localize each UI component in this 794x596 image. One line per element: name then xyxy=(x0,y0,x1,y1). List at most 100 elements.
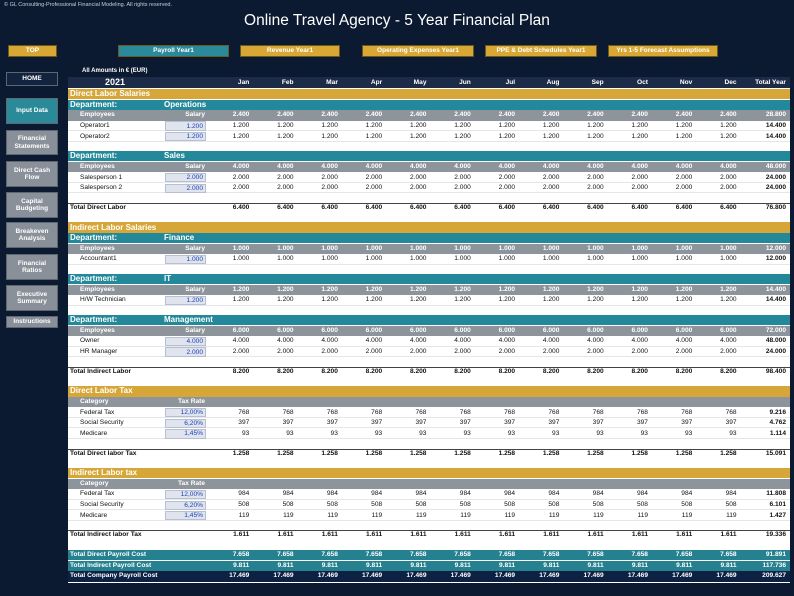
input-cell[interactable]: 1.200 xyxy=(165,121,206,131)
value-cell: 1.258 xyxy=(587,449,604,457)
input-cell[interactable]: 1.000 xyxy=(165,254,206,265)
value-cell: 2.000 xyxy=(365,173,383,181)
month-header: Mar xyxy=(326,79,338,86)
value-cell: 1.200 xyxy=(631,285,648,293)
value-cell: 1.200 xyxy=(365,285,383,293)
subhead-row xyxy=(68,478,790,490)
value-cell: 2.000 xyxy=(587,347,604,355)
value-cell: 1.000 xyxy=(498,255,516,263)
value-cell: 4.000 xyxy=(498,162,516,170)
value-cell: 17.469 xyxy=(672,572,693,580)
value-cell: 9.811 xyxy=(233,561,250,569)
value-cell: 4.000 xyxy=(409,162,427,170)
item-label: Operator1 xyxy=(80,121,110,129)
value-cell: 7.658 xyxy=(277,551,294,559)
value-cell: 1.200 xyxy=(542,285,560,293)
value-cell: 508 xyxy=(681,501,693,509)
item-row xyxy=(68,120,790,132)
value-cell: 6.000 xyxy=(321,326,338,334)
nav-button[interactable]: Yrs 1-5 Forecast Assumptions xyxy=(608,45,718,57)
input-cell[interactable]: 12,00% xyxy=(165,408,206,418)
nav-button[interactable]: Revenue Year1 xyxy=(240,45,340,57)
input-cell[interactable]: 2.000 xyxy=(165,172,206,183)
subhead-row xyxy=(68,396,790,408)
total-cell: 14.400 xyxy=(765,132,786,140)
value-cell: 768 xyxy=(371,408,383,416)
value-cell: 1.200 xyxy=(321,121,338,129)
total-cell: 6.101 xyxy=(769,501,786,509)
value-cell: 1.000 xyxy=(720,244,737,252)
total-cell: 14.400 xyxy=(765,296,786,304)
sidebar-button[interactable]: HOME xyxy=(6,72,58,86)
value-cell: 1.258 xyxy=(232,449,250,457)
value-cell: 9.811 xyxy=(587,561,604,569)
value-cell: 2.400 xyxy=(409,111,427,119)
value-cell: 6.000 xyxy=(232,326,250,334)
value-cell: 7.658 xyxy=(498,551,516,559)
item-label: Social Security xyxy=(80,501,124,509)
sidebar-button[interactable]: Financial Ratios xyxy=(6,254,58,280)
value-cell: 6.400 xyxy=(631,203,648,211)
total-cell: 1.114 xyxy=(769,429,786,437)
value-cell: 1.200 xyxy=(498,132,516,140)
sidebar-button[interactable]: Capital Budgeting xyxy=(6,192,58,218)
subhead-row xyxy=(68,325,790,336)
value-cell: 1.000 xyxy=(321,244,338,252)
input-cell[interactable]: 2.000 xyxy=(165,183,206,193)
value-cell: 2.000 xyxy=(365,184,383,192)
value-cell: 397 xyxy=(504,419,516,427)
sidebar-button[interactable]: Financial Statements xyxy=(6,130,58,155)
department-label: Department: xyxy=(70,99,118,109)
currency-note: All Amounts in € (EUR) xyxy=(82,68,148,74)
value-cell: 4.000 xyxy=(542,162,560,170)
value-cell: 1.200 xyxy=(232,132,250,140)
input-cell[interactable]: 1,45% xyxy=(165,429,206,439)
department-name: IT xyxy=(164,274,172,284)
input-cell[interactable]: 2.000 xyxy=(165,347,206,357)
subhead-label: Employees xyxy=(80,111,115,119)
input-cell[interactable]: 1.200 xyxy=(165,295,206,306)
input-cell[interactable]: 1,45% xyxy=(165,511,206,521)
value-cell: 1.200 xyxy=(409,132,427,140)
sidebar-button[interactable]: Instructions xyxy=(6,316,58,328)
input-cell[interactable]: 12,00% xyxy=(165,489,206,500)
value-cell: 1.258 xyxy=(675,449,693,457)
value-cell: 1.200 xyxy=(454,132,471,140)
item-row xyxy=(68,418,790,429)
nav-button[interactable]: Operating Expenses Year1 xyxy=(362,45,474,57)
value-cell: 1.000 xyxy=(454,255,471,263)
value-cell: 9.811 xyxy=(277,561,294,569)
value-cell: 984 xyxy=(459,490,471,498)
total-cell: 1.427 xyxy=(769,511,786,519)
sidebar-button[interactable]: Breakeven Analysis xyxy=(6,222,58,248)
value-cell: 93 xyxy=(463,429,471,437)
nav-button[interactable]: PPE & Debt Schedules Year1 xyxy=(485,45,597,57)
value-cell: 1.611 xyxy=(410,531,427,539)
sidebar-button[interactable]: Executive Summary xyxy=(6,285,58,311)
value-cell: 984 xyxy=(238,490,250,498)
value-cell: 17.469 xyxy=(362,572,383,580)
input-cell[interactable]: 6,20% xyxy=(165,418,206,428)
sidebar-button[interactable]: Input Data xyxy=(6,98,58,124)
nav-button[interactable]: Payroll Year1 xyxy=(118,45,229,57)
value-cell: 1.200 xyxy=(542,296,560,304)
sidebar-button[interactable]: Direct Cash Flow xyxy=(6,161,58,187)
value-cell: 2.000 xyxy=(542,173,560,181)
value-cell: 1.611 xyxy=(543,531,560,539)
value-cell: 397 xyxy=(548,419,560,427)
section-row xyxy=(68,386,790,397)
nav-button[interactable]: TOP xyxy=(8,45,57,57)
item-label: Social Security xyxy=(80,419,124,427)
total-row xyxy=(68,448,790,459)
value-cell: 1.258 xyxy=(454,449,471,457)
value-cell: 6.000 xyxy=(409,326,427,334)
value-cell: 2.000 xyxy=(321,173,338,181)
total-cell: 24.000 xyxy=(765,184,786,192)
value-cell: 9.811 xyxy=(498,561,516,569)
value-cell: 2.000 xyxy=(587,184,604,192)
value-cell: 768 xyxy=(238,408,250,416)
input-cell[interactable]: 1.200 xyxy=(165,132,206,142)
input-cell[interactable]: 6,20% xyxy=(165,500,206,510)
input-cell[interactable]: 4.000 xyxy=(165,336,206,347)
total-label: Total Direct Labor xyxy=(70,203,126,211)
